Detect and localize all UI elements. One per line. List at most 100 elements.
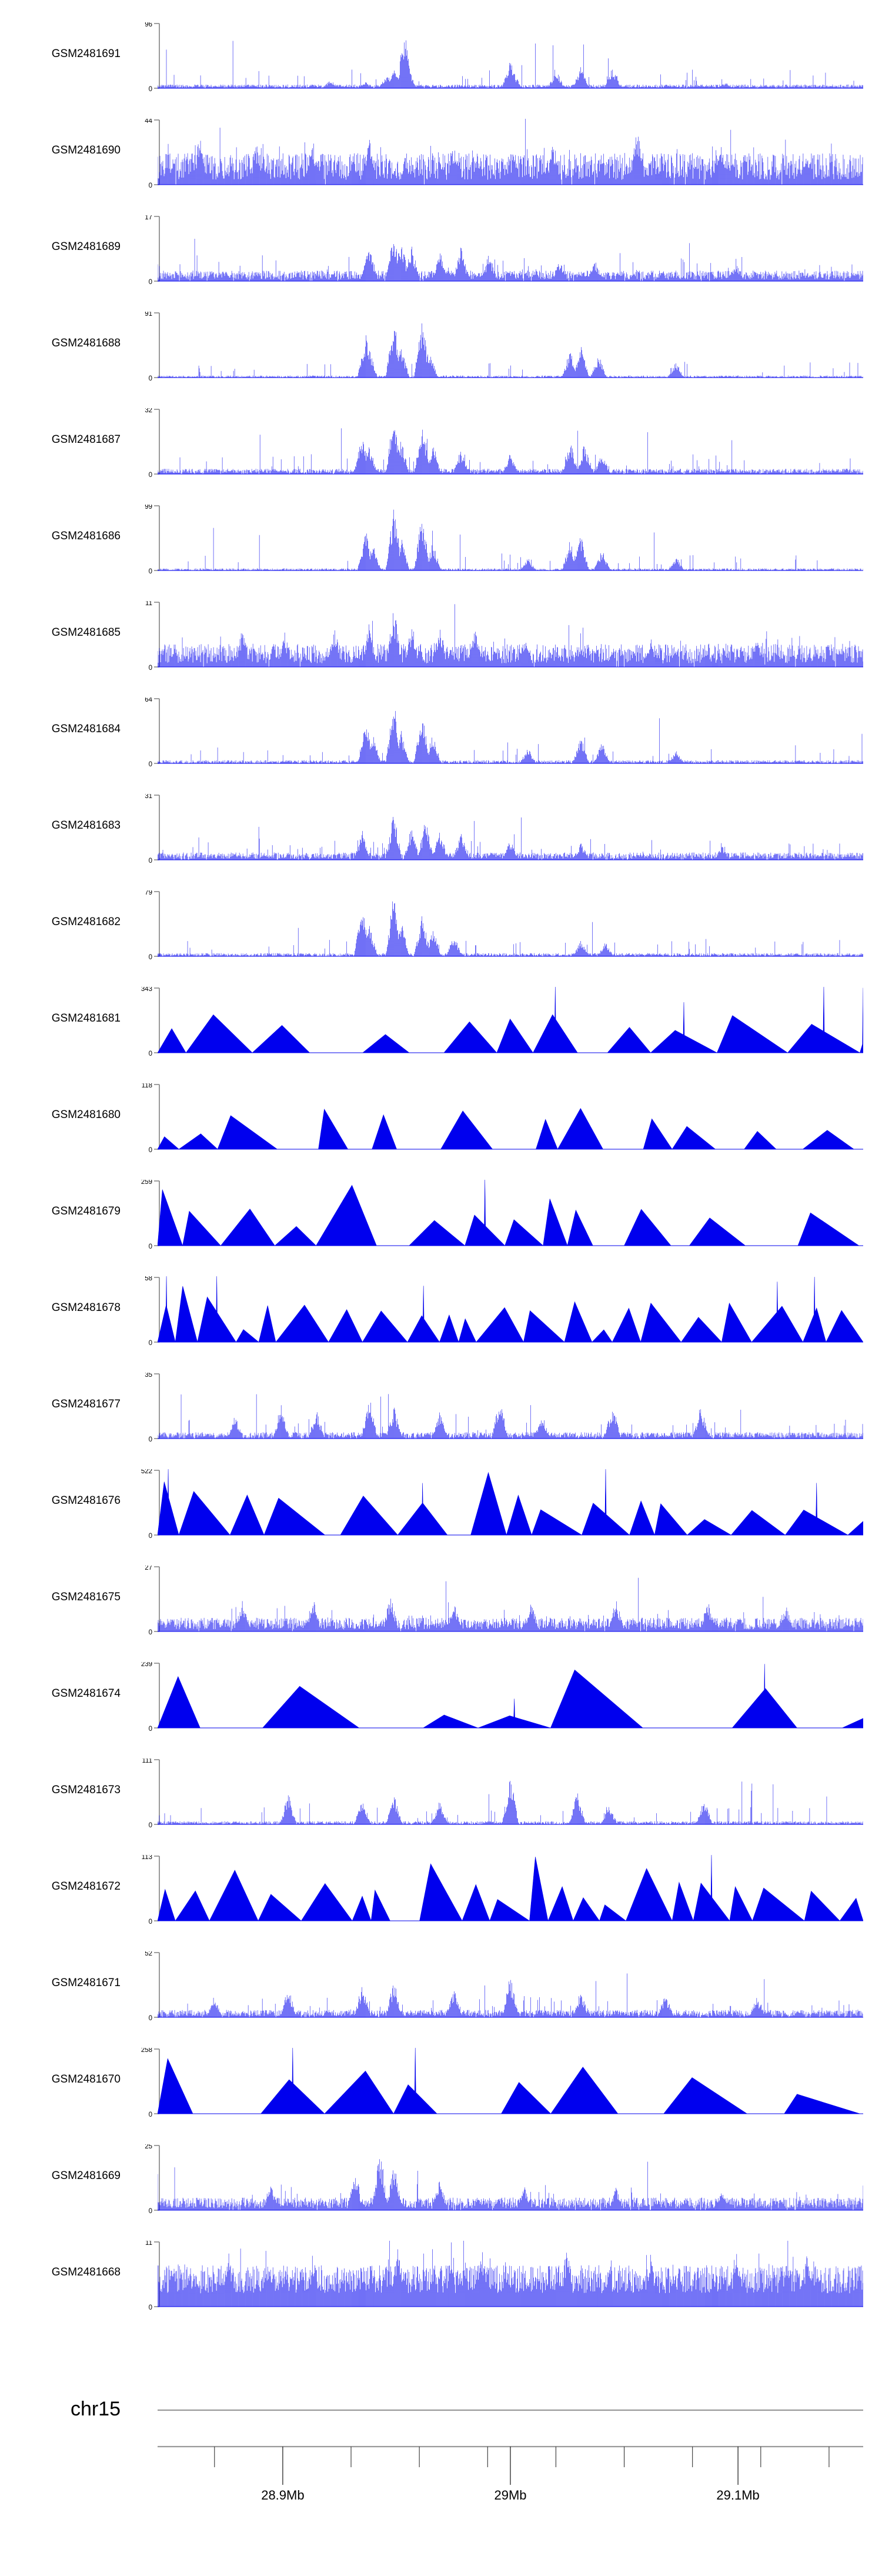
coverage-plot-gsm2481681[interactable]	[158, 987, 863, 1054]
y-axis-max-value: 99	[145, 505, 152, 510]
coverage-track: GSM2481680 118 0	[0, 1083, 882, 1153]
track-label-gsm2481675: GSM2481675	[51, 1591, 121, 1603]
coverage-track: GSM2481669 25 0	[0, 2144, 882, 2214]
coverage-plot-gsm2481683[interactable]	[158, 794, 863, 861]
y-axis-gsm2481681: 343 0	[141, 987, 160, 1056]
y-axis-min-value: 0	[149, 182, 152, 188]
coverage-plot-gsm2481684[interactable]	[158, 698, 863, 765]
y-axis-max-value: 118	[142, 1083, 152, 1089]
coverage-plot-gsm2481691[interactable]	[158, 22, 863, 89]
track-label-gsm2481674: GSM2481674	[51, 1687, 121, 1700]
y-axis-max-value: 239	[141, 1662, 152, 1668]
coverage-track: GSM2481685 11 0	[0, 601, 882, 670]
y-axis-max-value: 11	[145, 601, 152, 607]
coverage-plot-gsm2481673[interactable]	[158, 1759, 863, 1826]
track-label-gsm2481676: GSM2481676	[51, 1494, 121, 1507]
coverage-plot-gsm2481687[interactable]	[158, 408, 863, 475]
coverage-plot-gsm2481675[interactable]	[158, 1566, 863, 1633]
coverage-plot-gsm2481686[interactable]	[158, 505, 863, 572]
coverage-area	[158, 1973, 863, 2018]
track-label-gsm2481682: GSM2481682	[51, 916, 121, 928]
coverage-plot-gsm2481676[interactable]	[158, 1469, 863, 1536]
y-axis-gsm2481687: 32 0	[145, 408, 160, 478]
y-axis-max-value: 11	[145, 2241, 152, 2247]
coverage-track: GSM2481671 52 0	[0, 1951, 882, 2021]
coverage-plot-gsm2481677[interactable]	[158, 1373, 863, 1440]
y-axis-gsm2481682: 79 0	[145, 890, 160, 960]
coverage-track: GSM2481676 522 0	[0, 1469, 882, 1539]
coverage-plot-gsm2481679[interactable]	[158, 1180, 863, 1247]
coverage-area	[158, 2241, 863, 2307]
track-label-gsm2481691: GSM2481691	[51, 48, 121, 60]
track-label-gsm2481668: GSM2481668	[51, 2266, 121, 2278]
coverage-track: GSM2481668 11 0	[0, 2241, 882, 2310]
y-axis-gsm2481690: 44 0	[145, 119, 160, 188]
y-axis-gsm2481684: 64 0	[145, 698, 160, 767]
coverage-plot-gsm2481690[interactable]	[158, 119, 863, 186]
chromosome-label: chr15	[70, 2398, 121, 2420]
coverage-plot-gsm2481682[interactable]	[158, 890, 863, 957]
coverage-plot-gsm2481689[interactable]	[158, 215, 863, 282]
y-axis-min-value: 0	[149, 1243, 152, 1249]
coverage-plot-gsm2481671[interactable]	[158, 1951, 863, 2018]
y-axis-max-value: 259	[141, 1180, 152, 1186]
coverage-plot-gsm2481669[interactable]	[158, 2144, 863, 2211]
coverage-area	[158, 323, 863, 378]
coverage-area	[158, 428, 863, 475]
track-label-gsm2481685: GSM2481685	[51, 626, 121, 639]
coverage-plot-gsm2481668[interactable]	[158, 2241, 863, 2308]
track-label-gsm2481670: GSM2481670	[51, 2073, 121, 2086]
coverage-track: GSM2481670 258 0	[0, 2048, 882, 2117]
y-axis-max-value: 64	[145, 698, 152, 703]
coverage-area	[158, 1180, 863, 1247]
coverage-area	[158, 1855, 863, 1922]
y-axis-max-value: 522	[141, 1469, 152, 1475]
coverage-track: GSM2481688 91 0	[0, 312, 882, 381]
coverage-plot-gsm2481685[interactable]	[158, 601, 863, 668]
track-label-gsm2481673: GSM2481673	[51, 1784, 121, 1796]
y-axis-gsm2481677: 35 0	[145, 1373, 160, 1442]
coverage-plot-gsm2481674[interactable]	[158, 1662, 863, 1729]
track-label-gsm2481677: GSM2481677	[51, 1398, 121, 1410]
y-axis-min-value: 0	[149, 665, 152, 670]
y-axis-min-value: 0	[149, 472, 152, 478]
y-axis-min-value: 0	[149, 1340, 152, 1346]
track-label-gsm2481687: GSM2481687	[51, 433, 121, 446]
coverage-plot-gsm2481670[interactable]	[158, 2048, 863, 2115]
coverage-plot-gsm2481680[interactable]	[158, 1083, 863, 1150]
coverage-area	[158, 1276, 863, 1343]
coverage-plot-gsm2481678[interactable]	[158, 1276, 863, 1343]
track-label-gsm2481672: GSM2481672	[51, 1880, 121, 1893]
y-axis-gsm2481679: 259 0	[141, 1180, 160, 1249]
y-axis-min-value: 0	[149, 1726, 152, 1731]
coverage-area	[158, 710, 863, 764]
coverage-plot-gsm2481688[interactable]	[158, 312, 863, 379]
track-label-gsm2481689: GSM2481689	[51, 241, 121, 253]
y-axis-gsm2481689: 17 0	[145, 215, 160, 285]
y-axis-max-value: 96	[145, 22, 152, 28]
y-axis-gsm2481680: 118 0	[142, 1083, 160, 1153]
coverage-track: GSM2481673 111 0	[0, 1759, 882, 1828]
coverage-track: GSM2481690 44 0	[0, 119, 882, 188]
y-axis-max-value: 52	[145, 1951, 152, 1957]
y-axis-gsm2481669: 25 0	[145, 2144, 160, 2214]
y-axis-gsm2481678: 58 0	[145, 1276, 160, 1346]
y-axis-min-value: 0	[149, 2208, 152, 2214]
coverage-area	[158, 817, 863, 860]
y-axis-min-value: 0	[149, 2111, 152, 2117]
track-label-gsm2481684: GSM2481684	[51, 723, 121, 735]
y-axis-max-value: 32	[145, 408, 152, 414]
chromosome-axis: chr15 28.9Mb 29Mb 29.1Mb	[0, 2385, 882, 2520]
y-axis-max-value: 27	[145, 1566, 152, 1571]
y-axis-min-value: 0	[149, 1050, 152, 1056]
y-axis-max-value: 113	[142, 1855, 152, 1861]
y-axis-gsm2481683: 31 0	[145, 794, 160, 863]
y-axis-gsm2481674: 239 0	[141, 1662, 160, 1731]
y-axis-gsm2481673: 111 0	[142, 1759, 160, 1828]
coverage-area	[158, 239, 863, 282]
genome-axis-svg[interactable]: 28.9Mb 29Mb 29.1Mb	[158, 2385, 863, 2520]
y-axis-max-value: 111	[142, 1759, 152, 1764]
coverage-plot-gsm2481672[interactable]	[158, 1855, 863, 1922]
y-axis-gsm2481668: 11 0	[145, 2241, 160, 2310]
